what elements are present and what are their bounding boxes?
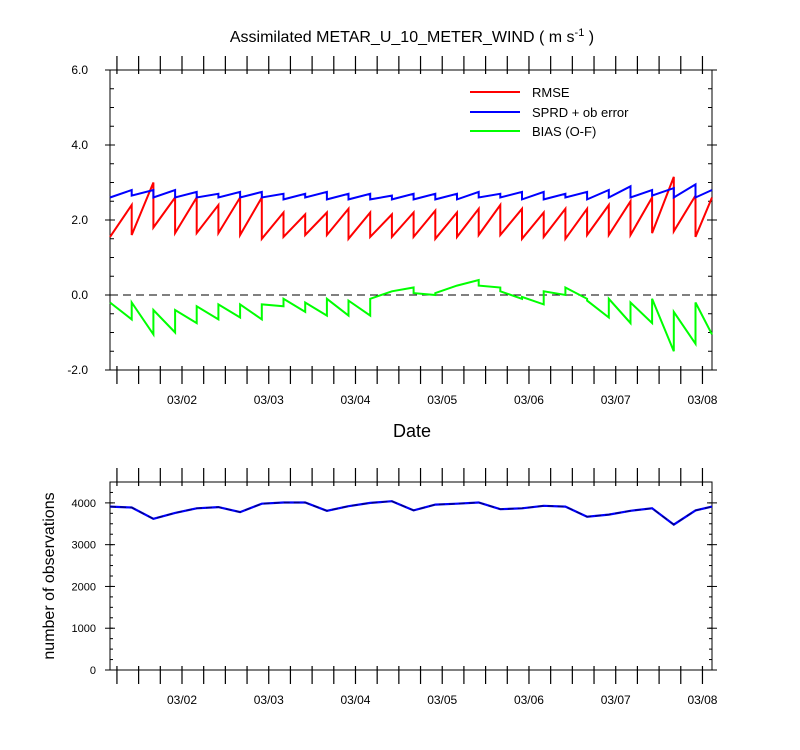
top-y-tick-label: 4.0	[71, 138, 88, 152]
chart-title: Assimilated METAR_U_10_METER_WIND ( m s-…	[230, 27, 594, 46]
bottom-x-tick-label: 03/05	[427, 693, 457, 707]
bottom-x-tick-label: 03/04	[340, 693, 370, 707]
top-y-tick-label: 2.0	[71, 213, 88, 227]
top-y-tick-label: -2.0	[67, 363, 88, 377]
bias-line	[109, 278, 713, 352]
top-x-tick-label: 03/03	[254, 393, 284, 407]
top-x-tick-label: 03/08	[687, 393, 717, 407]
bottom-x-tick-label: 03/08	[687, 693, 717, 707]
legend: RMSE SPRD + ob error BIAS (O-F)	[470, 85, 629, 139]
top-x-tick-label: 03/05	[427, 393, 457, 407]
bottom-x-tick-label: 03/03	[254, 693, 284, 707]
bottom-y-tick-label: 4000	[72, 498, 96, 510]
top-series	[109, 176, 713, 352]
legend-label-sprd: SPRD + ob error	[532, 105, 629, 120]
top-x-tick-label: 03/04	[340, 393, 370, 407]
bottom-y-tick-label: 0	[90, 665, 96, 677]
obs-count-line-dashed	[109, 500, 713, 526]
top-axes: -2.0 0.0 2.0 4.0 6.0 03/02 03/03 03/04 03/05 03/0…	[67, 56, 718, 407]
top-x-tick-label: 03/07	[601, 393, 631, 407]
bottom-x-tick-label: 03/06	[514, 693, 544, 707]
top-x-tick-label: 03/02	[167, 393, 197, 407]
top-x-tick-label: 03/06	[514, 393, 544, 407]
bottom-y-tick-label: 2000	[72, 581, 96, 593]
top-y-tick-label: 6.0	[71, 63, 88, 77]
obs-count-line	[109, 500, 713, 526]
bottom-series	[109, 500, 713, 526]
x-axis-label: Date	[393, 421, 431, 441]
bottom-y-tick-label: 1000	[72, 623, 96, 635]
bottom-x-tick-label: 03/07	[601, 693, 631, 707]
top-y-tick-label: 0.0	[71, 288, 88, 302]
bottom-axes: 0 1000 2000 3000 4000 03/02 03/03 03/04 03/05 03/…	[72, 468, 718, 707]
bottom-y-tick-label: 3000	[72, 540, 96, 552]
legend-label-rmse: RMSE	[532, 85, 570, 100]
legend-label-bias: BIAS (O-F)	[532, 124, 596, 139]
rmse-line	[109, 176, 713, 242]
bottom-x-tick-label: 03/02	[167, 693, 197, 707]
sprd-line	[109, 182, 713, 201]
y-axis-label-observations: number of observations	[41, 492, 58, 659]
